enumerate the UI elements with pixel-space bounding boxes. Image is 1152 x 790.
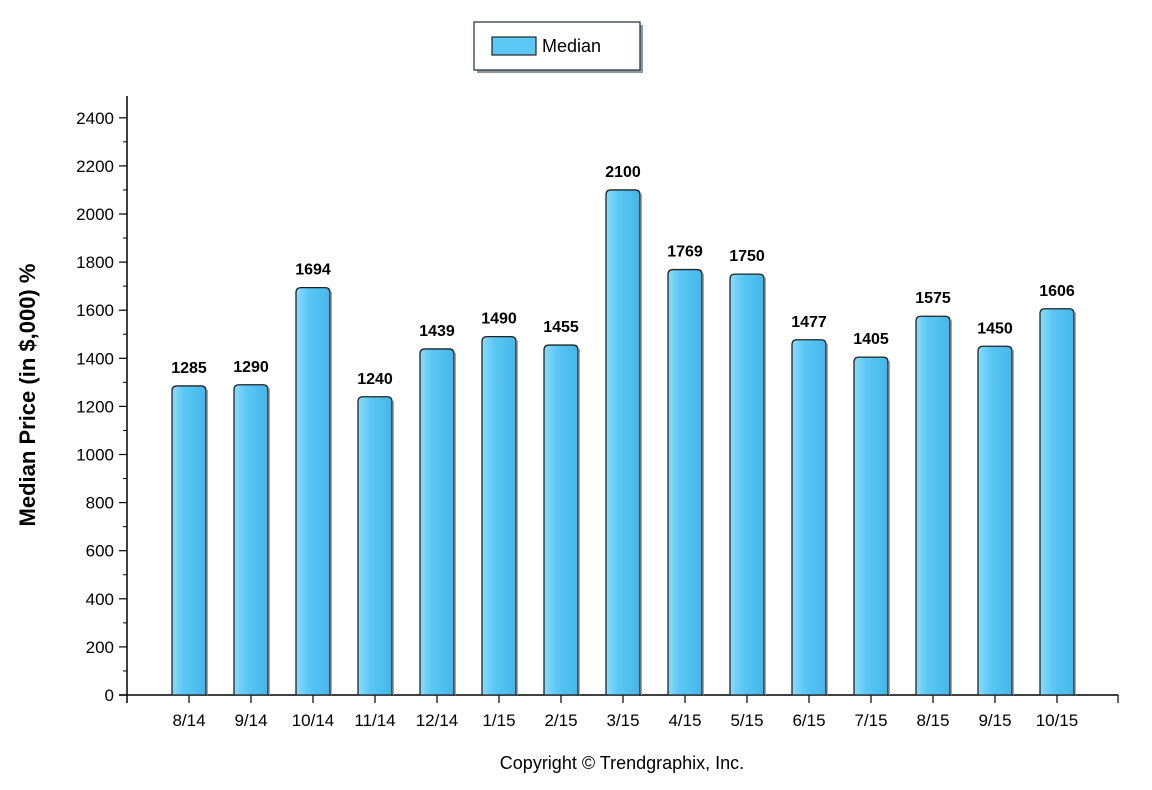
- data-label: 1750: [729, 248, 765, 265]
- y-tick-label: 1600: [76, 301, 114, 320]
- data-label: 1455: [543, 319, 579, 336]
- data-label: 2100: [605, 164, 641, 181]
- data-label: 1240: [357, 371, 393, 388]
- x-tick-label: 9/15: [978, 711, 1011, 730]
- bar-12-14: [419, 348, 455, 696]
- y-tick-label: 800: [86, 494, 114, 513]
- bar-11-14: [357, 396, 393, 696]
- bar-7-15: [853, 356, 889, 696]
- data-label: 1477: [791, 314, 827, 331]
- x-tick-label: 10/14: [292, 711, 335, 730]
- bar-5-15: [729, 273, 765, 696]
- y-tick-label: 1800: [76, 253, 114, 272]
- data-label: 1606: [1039, 283, 1075, 300]
- copyright-text: Copyright © Trendgraphix, Inc.: [500, 753, 744, 773]
- x-tick-label: 6/15: [792, 711, 825, 730]
- y-tick-label: 2200: [76, 157, 114, 176]
- bar-9-14: [233, 384, 269, 696]
- x-tick-label: 8/15: [916, 711, 949, 730]
- y-tick-label: 400: [86, 590, 114, 609]
- bar-8-15: [915, 315, 951, 696]
- y-tick-label: 1400: [76, 349, 114, 368]
- x-tick-label: 8/14: [172, 711, 205, 730]
- y-tick-label: 200: [86, 638, 114, 657]
- bar-2-15: [543, 344, 579, 696]
- x-tick-label: 10/15: [1036, 711, 1079, 730]
- x-tick-label: 2/15: [544, 711, 577, 730]
- data-label: 1450: [977, 320, 1013, 337]
- data-label: 1575: [915, 290, 951, 307]
- x-tick-label: 12/14: [416, 711, 459, 730]
- data-label: 1285: [171, 360, 207, 377]
- bar-3-15: [605, 189, 641, 696]
- data-label: 1769: [667, 244, 703, 261]
- data-label: 1439: [419, 323, 455, 340]
- y-tick-label: 2400: [76, 109, 114, 128]
- x-tick-label: 5/15: [730, 711, 763, 730]
- y-tick-label: 600: [86, 542, 114, 561]
- x-tick-label: 11/14: [354, 711, 395, 730]
- y-tick-label: 2000: [76, 205, 114, 224]
- y-tick-label: 0: [105, 686, 114, 705]
- data-label: 1290: [233, 359, 269, 376]
- bars: [171, 189, 1076, 696]
- bar-10-15: [1039, 308, 1075, 696]
- labels: 1285 8/14 1290 9/14 1694 10/14 1240 11/14 1439 12…: [171, 164, 1078, 730]
- bar-4-15: [667, 268, 703, 696]
- y-axis-title: Median Price (in $,000) %: [15, 264, 40, 527]
- legend-label: Median: [542, 36, 601, 56]
- data-label: 1694: [295, 262, 331, 279]
- bar-8-14: [171, 385, 207, 696]
- axes: 0 200 400 600 800 1000 1200 1400 1600 1800 2000 220…: [76, 96, 1119, 705]
- x-tick-label: 9/14: [234, 711, 267, 730]
- bar-10-14: [295, 286, 331, 696]
- bar-6-15: [791, 339, 827, 696]
- data-label: 1405: [853, 331, 889, 348]
- bar-9-15: [977, 345, 1013, 696]
- data-label: 1490: [481, 311, 517, 328]
- x-tick-label: 1/15: [482, 711, 515, 730]
- y-tick-label: 1200: [76, 397, 114, 416]
- x-tick-label: 7/15: [854, 711, 887, 730]
- x-tick-label: 3/15: [606, 711, 639, 730]
- y-tick-label: 1000: [76, 446, 114, 465]
- bar-1-15: [481, 336, 517, 696]
- x-tick-label: 4/15: [668, 711, 701, 730]
- legend: Median: [473, 21, 643, 73]
- legend-swatch: [491, 36, 537, 56]
